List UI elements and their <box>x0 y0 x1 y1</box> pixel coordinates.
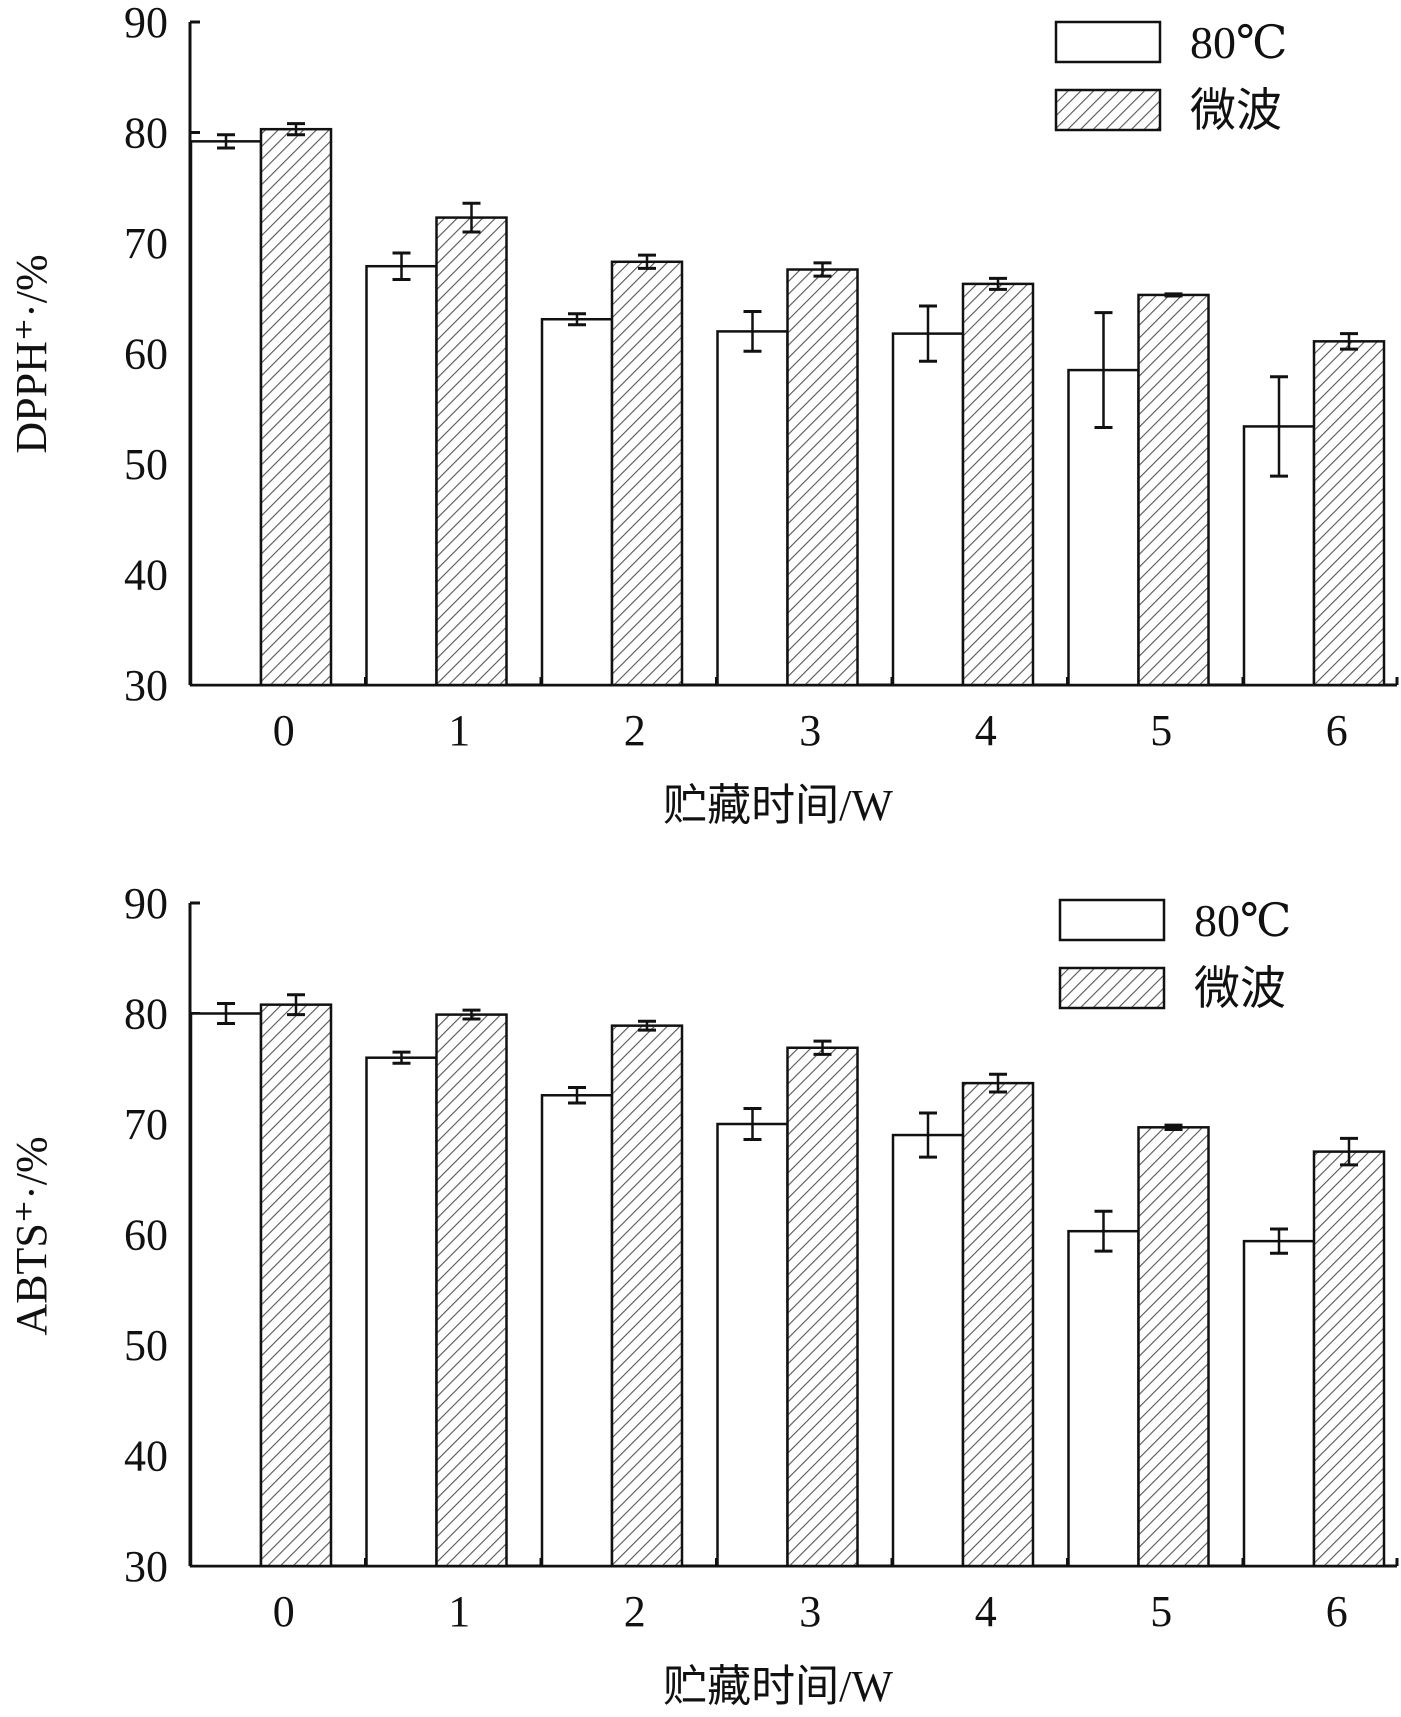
legend-label: 微波 <box>1194 963 1286 1014</box>
x-tick-label: 1 <box>448 1587 470 1636</box>
bar-heat <box>891 1133 965 1568</box>
bar-microwave <box>610 260 684 687</box>
x-tick-label: 6 <box>1326 1587 1348 1636</box>
y-tick-label: 90 <box>124 0 168 47</box>
bar-microwave <box>1312 1150 1386 1568</box>
x-tick-label: 2 <box>624 706 646 755</box>
y-tick-label: 30 <box>124 661 168 710</box>
bar-heat <box>540 1094 614 1568</box>
y-tick-label: 50 <box>124 1321 168 1370</box>
y-tick-label: 40 <box>124 1432 168 1481</box>
bar-microwave <box>435 216 508 687</box>
legend: 80℃ 微波 <box>1054 17 1287 136</box>
bar-microwave <box>961 282 1035 687</box>
legend-label: 微波 <box>1190 85 1282 136</box>
bar-heat <box>1242 1239 1316 1568</box>
dpph-bar-chart: 30 40 50 60 70 80 90 DPPH⁺·/% 0 1 2 3 4 5 6 贮藏时间/W 80℃ 微波 <box>7 0 1399 830</box>
y-tick-label: 60 <box>124 1211 168 1260</box>
x-axis-title: 贮藏时间/W <box>663 781 893 830</box>
x-tick-label: 3 <box>799 1587 821 1636</box>
y-tick-label: 80 <box>124 990 168 1039</box>
bar-heat <box>189 1012 263 1568</box>
bar-microwave <box>259 1003 333 1568</box>
bar-heat <box>540 317 614 687</box>
x-tick-label: 5 <box>1150 1587 1172 1636</box>
x-tick-label: 1 <box>448 706 470 755</box>
x-axis-title: 贮藏时间/W <box>663 1662 893 1711</box>
bar-microwave <box>610 1024 684 1568</box>
legend-swatch <box>1054 88 1162 132</box>
bar-heat <box>189 140 263 687</box>
x-tick-label: 4 <box>975 706 997 755</box>
bar-microwave <box>1137 1126 1210 1568</box>
bar-heat <box>891 332 965 687</box>
x-tick-label: 5 <box>1150 706 1172 755</box>
y-tick-label: 70 <box>124 219 168 268</box>
y-tick-label: 40 <box>124 551 168 600</box>
bar-heat <box>716 1122 789 1568</box>
bar-microwave <box>435 1013 508 1568</box>
y-axis-title: DPPH⁺·/% <box>7 254 56 453</box>
y-tick-label: 90 <box>124 879 168 928</box>
y-tick-label: 60 <box>124 330 168 379</box>
bar-microwave <box>786 1046 859 1568</box>
bar-microwave <box>961 1081 1035 1568</box>
y-tick-label: 70 <box>124 1100 168 1149</box>
bar-microwave <box>259 127 333 687</box>
bar-heat <box>1067 1229 1140 1568</box>
x-tick-label: 0 <box>273 1587 295 1636</box>
y-tick-label: 80 <box>124 109 168 158</box>
bar-microwave <box>1137 293 1210 687</box>
x-tick-label: 6 <box>1326 706 1348 755</box>
y-axis-title: ABTS⁺·/% <box>7 1136 56 1335</box>
bar-heat <box>716 330 789 687</box>
bar-microwave <box>1312 340 1386 687</box>
bar-heat <box>365 264 438 687</box>
legend-swatch <box>1058 966 1166 1010</box>
y-tick-label: 50 <box>124 440 168 489</box>
legend-swatch <box>1058 898 1166 942</box>
x-tick-label: 0 <box>273 706 295 755</box>
legend-label: 80℃ <box>1194 895 1291 946</box>
bar-heat <box>365 1056 438 1568</box>
legend-label: 80℃ <box>1190 17 1287 68</box>
y-tick-label: 30 <box>124 1542 168 1591</box>
bar-microwave <box>786 268 859 687</box>
legend-swatch <box>1054 20 1162 64</box>
abts-bar-chart: 30 40 50 60 70 80 90 ABTS⁺·/% 0 1 2 3 4 5 6 贮藏时间/W 80℃ 微波 <box>7 879 1399 1711</box>
x-tick-label: 3 <box>799 706 821 755</box>
legend: 80℃ 微波 <box>1058 895 1291 1014</box>
x-tick-label: 2 <box>624 1587 646 1636</box>
x-tick-label: 4 <box>975 1587 997 1636</box>
